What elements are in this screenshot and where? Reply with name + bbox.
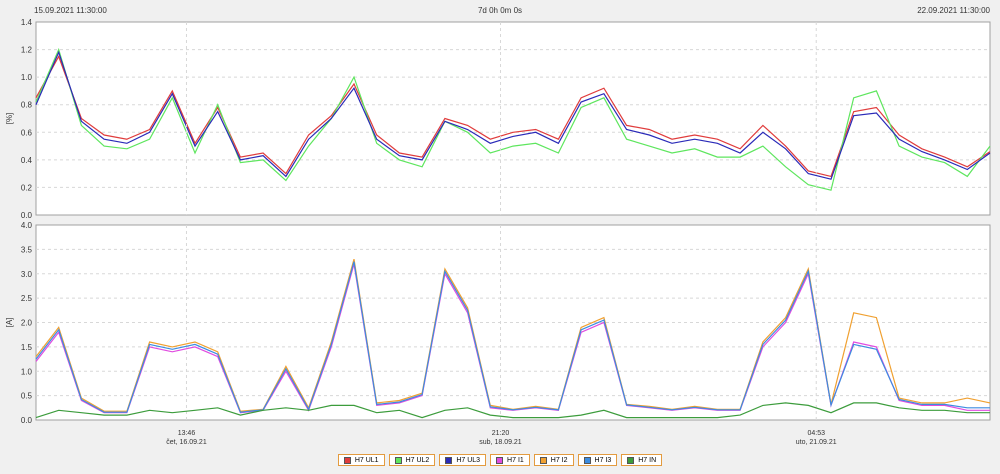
y-tick-label: 0.4 — [21, 156, 33, 165]
legend-label-ul2: H7 UL2 — [405, 456, 430, 464]
x-tick-label: sub, 18.09.21 — [479, 439, 522, 446]
y-tick-label: 0.0 — [21, 416, 33, 425]
y-tick-label: 0.0 — [21, 211, 33, 220]
y-tick-label: 4.0 — [21, 221, 33, 230]
y-tick-label: 0.6 — [21, 128, 33, 137]
x-tick-label: 21:20 — [492, 430, 510, 437]
legend-item-in[interactable]: H7 IN — [621, 454, 663, 466]
y-tick-label: 3.0 — [21, 270, 33, 279]
series-line — [35, 402, 990, 419]
legend-swatch-in — [627, 456, 635, 464]
legend-item-ul1[interactable]: H7 UL1 — [337, 454, 385, 466]
y-tick-label: 0.2 — [21, 183, 33, 192]
legend-swatch-ul3 — [445, 456, 453, 464]
range-start-label: 15.09.2021 11:30:00 — [34, 6, 107, 15]
legend-swatch-i2 — [539, 456, 547, 464]
legend: H7 UL1 H7 UL2 H7 UL3 H7 I1 H7 I2 H7 I3 H… — [0, 452, 1000, 468]
series-line — [35, 50, 991, 180]
legend-label-in: H7 IN — [638, 456, 657, 464]
x-tick-label: 04:53 — [807, 430, 825, 437]
legend-item-i3[interactable]: H7 I3 — [577, 454, 618, 466]
x-tick-label: čet, 16.09.21 — [166, 439, 207, 446]
legend-swatch-ul2 — [394, 456, 402, 464]
y-tick-label: 0.8 — [21, 101, 33, 110]
x-tick-label: 13:46 — [178, 430, 196, 437]
legend-item-ul2[interactable]: H7 UL2 — [388, 454, 436, 466]
legend-item-ul3[interactable]: H7 UL3 — [439, 454, 487, 466]
series-line — [35, 55, 991, 178]
plot-area — [35, 21, 991, 216]
range-span-label: 7d 0h 0m 0s — [477, 6, 523, 15]
x-tick-label: uto, 21.09.21 — [796, 439, 837, 446]
legend-swatch-i1 — [496, 456, 504, 464]
legend-item-i2[interactable]: H7 I2 — [533, 454, 574, 466]
legend-label-ul1: H7 UL1 — [354, 456, 379, 464]
legend-swatch-i3 — [583, 456, 591, 464]
series-line — [35, 47, 991, 191]
y-tick-label: 1.5 — [21, 343, 33, 352]
legend-label-i2: H7 I2 — [550, 456, 568, 464]
legend-item-i1[interactable]: H7 I1 — [490, 454, 530, 466]
legend-label-i3: H7 I3 — [594, 456, 612, 464]
range-end-label: 22.09.2021 11:30:00 — [917, 6, 990, 15]
y-tick-label: 2.0 — [21, 319, 33, 328]
y-tick-label: 1.0 — [21, 73, 33, 82]
y-tick-label: 1.0 — [21, 367, 33, 376]
y-axis-label: [%] — [5, 113, 14, 125]
y-tick-label: 1.2 — [21, 46, 33, 55]
legend-label-ul3: H7 UL3 — [456, 456, 481, 464]
y-axis-label: [A] — [5, 318, 14, 328]
y-tick-label: 1.4 — [21, 18, 33, 27]
series-line — [35, 261, 990, 413]
legend-label-i1: H7 I1 — [507, 456, 524, 464]
y-tick-label: 0.5 — [21, 392, 33, 401]
y-tick-label: 3.5 — [21, 245, 33, 254]
y-tick-label: 2.5 — [21, 294, 33, 303]
legend-swatch-ul1 — [343, 456, 351, 464]
